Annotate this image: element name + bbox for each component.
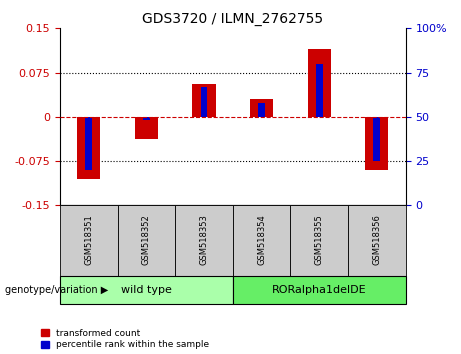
Legend: transformed count, percentile rank within the sample: transformed count, percentile rank withi… bbox=[41, 329, 209, 349]
Text: GSM518354: GSM518354 bbox=[257, 214, 266, 265]
Bar bbox=[365, 117, 388, 170]
Bar bbox=[201, 87, 207, 117]
Title: GDS3720 / ILMN_2762755: GDS3720 / ILMN_2762755 bbox=[142, 12, 323, 26]
Bar bbox=[60, 205, 118, 276]
Text: GSM518355: GSM518355 bbox=[315, 214, 324, 265]
Text: GSM518352: GSM518352 bbox=[142, 214, 151, 265]
Bar bbox=[85, 117, 92, 170]
Bar bbox=[290, 205, 348, 276]
Bar bbox=[193, 84, 216, 117]
Bar bbox=[143, 117, 150, 120]
Bar bbox=[233, 276, 406, 304]
Bar bbox=[233, 205, 290, 276]
Text: wild type: wild type bbox=[121, 285, 172, 295]
Bar bbox=[60, 276, 233, 304]
Text: GSM518353: GSM518353 bbox=[200, 214, 208, 265]
Bar bbox=[308, 49, 331, 117]
Bar bbox=[135, 117, 158, 139]
Text: genotype/variation ▶: genotype/variation ▶ bbox=[5, 285, 108, 295]
Bar bbox=[175, 205, 233, 276]
Bar bbox=[250, 99, 273, 117]
Bar bbox=[373, 117, 380, 161]
Text: GSM518356: GSM518356 bbox=[372, 214, 381, 265]
Bar bbox=[258, 103, 265, 117]
Text: RORalpha1delDE: RORalpha1delDE bbox=[272, 285, 366, 295]
Text: GSM518351: GSM518351 bbox=[84, 214, 93, 265]
Bar bbox=[348, 205, 406, 276]
Bar bbox=[77, 117, 100, 179]
Bar bbox=[118, 205, 175, 276]
Bar bbox=[316, 64, 323, 117]
